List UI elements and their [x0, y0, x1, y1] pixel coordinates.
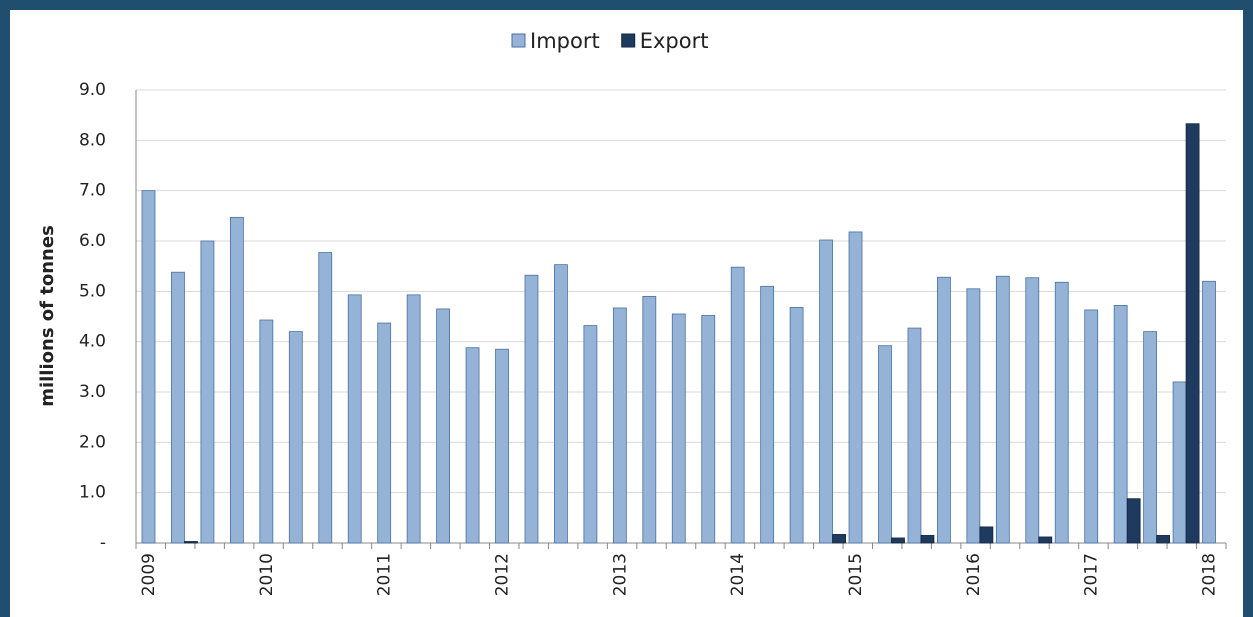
bar — [891, 537, 905, 544]
bar — [819, 239, 833, 544]
bar — [406, 294, 421, 544]
y-tick-label: 4.0 — [79, 332, 106, 352]
legend-swatch — [511, 33, 526, 48]
x-tick-label: 2013 — [610, 553, 630, 596]
bar — [1113, 305, 1128, 544]
bar — [920, 535, 935, 544]
bar — [524, 274, 539, 544]
y-tick-label: - — [100, 533, 106, 553]
bar — [465, 347, 480, 544]
bar — [1084, 309, 1099, 544]
x-tick-label: 2009 — [139, 553, 159, 596]
bar — [671, 313, 686, 544]
x-tick-label: 2011 — [375, 553, 395, 596]
bar — [1172, 381, 1187, 544]
bar — [495, 348, 509, 544]
bar — [1054, 281, 1069, 544]
bar — [612, 307, 627, 544]
bar — [1185, 123, 1200, 544]
x-tick-label: 2016 — [964, 553, 984, 596]
bar — [730, 266, 745, 544]
y-tick-label: 2.0 — [79, 432, 106, 452]
bar — [318, 252, 333, 544]
bar — [1156, 535, 1171, 544]
legend-label: Import — [530, 29, 600, 53]
bar — [937, 276, 951, 544]
bar — [701, 315, 716, 544]
y-tick-label: 8.0 — [79, 130, 106, 150]
bar — [966, 288, 981, 544]
y-tick-label: 1.0 — [79, 483, 106, 503]
bar — [288, 331, 303, 544]
bar — [1202, 280, 1216, 544]
x-tick-label: 2014 — [728, 553, 748, 596]
bar — [171, 271, 185, 544]
bar — [789, 307, 804, 544]
x-tick-label: 2010 — [257, 553, 277, 596]
bar — [878, 345, 892, 544]
bar — [436, 308, 450, 544]
bar — [995, 275, 1010, 544]
bar — [1143, 331, 1158, 544]
y-axis-label: millions of tonnes — [37, 225, 58, 407]
y-tick-label: 5.0 — [79, 281, 106, 301]
bar — [1025, 277, 1040, 544]
y-tick-label: 6.0 — [79, 231, 106, 251]
bar — [760, 285, 775, 544]
bar — [583, 325, 598, 544]
bar — [907, 327, 922, 544]
bar — [200, 240, 215, 544]
bar — [377, 322, 392, 544]
x-tick-label: 2015 — [846, 553, 866, 596]
y-tick-label: 7.0 — [79, 181, 106, 201]
bar — [642, 295, 657, 544]
x-tick-label: 2017 — [1082, 553, 1102, 596]
y-tick-label: 3.0 — [79, 382, 106, 402]
bar — [347, 294, 362, 544]
bar — [141, 190, 156, 544]
y-tick-label: 9.0 — [79, 80, 106, 100]
bar — [979, 526, 994, 544]
bar — [554, 264, 568, 544]
bar — [1126, 498, 1141, 544]
legend-label: Export — [640, 29, 709, 53]
bar — [229, 216, 244, 544]
bar — [259, 319, 274, 544]
bar — [184, 541, 198, 544]
x-tick-label: 2018 — [1200, 553, 1220, 596]
x-tick-label: 2012 — [493, 553, 513, 596]
bar — [1038, 536, 1053, 544]
legend-swatch — [621, 33, 636, 48]
bar — [848, 231, 863, 544]
bar — [832, 534, 846, 544]
